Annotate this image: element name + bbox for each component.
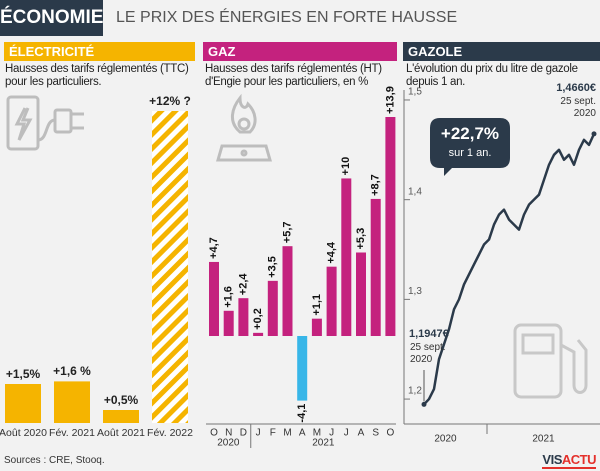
value-label: +13,9: [384, 86, 396, 114]
year-label: 2020: [217, 438, 240, 449]
value-label: +4,7: [208, 237, 220, 259]
callout-note: sur 1 an.: [448, 147, 492, 159]
x-tick-label: N: [225, 428, 232, 439]
value-label: +8,7: [370, 174, 382, 196]
panel-title: ÉLECTRICITÉ: [4, 42, 195, 61]
y-tick-label: 1,4: [408, 186, 422, 197]
x-tick-label: M: [283, 428, 291, 439]
year-label: 2021: [312, 438, 335, 449]
logo-part: ACTU: [561, 452, 597, 467]
logo-part: VIS: [542, 452, 562, 467]
bar: [282, 246, 293, 336]
value-label: +1,1: [311, 294, 323, 316]
value-label: +0,2: [252, 308, 264, 330]
x-tick-label: D: [240, 428, 247, 439]
value-label: +5,3: [355, 228, 367, 250]
annotation-date: 25 sept. 2020: [560, 96, 596, 119]
value-label: +12% ?: [149, 94, 191, 108]
flame-icon: [216, 93, 272, 162]
x-tick-label: O: [387, 428, 395, 439]
annotation-dot: [591, 131, 597, 137]
bar: [370, 198, 381, 336]
bar: [267, 280, 278, 336]
annotation-value: 1,4660€: [556, 82, 596, 94]
panel-subtitle: Hausses des tarifs réglementés (TTC) pou…: [5, 63, 189, 88]
x-tick-label: A: [299, 428, 306, 439]
plug-icon: [6, 95, 84, 151]
value-label: +1,6: [223, 286, 235, 308]
x-tick-label: Août 2021: [97, 427, 145, 439]
bar: [223, 310, 234, 336]
panel-title: GAZ: [203, 42, 397, 61]
bar: [356, 252, 366, 336]
x-tick-label: J: [256, 428, 261, 439]
bar: [238, 298, 249, 336]
section-badge: ÉCONOMIE: [0, 0, 103, 36]
bar: [253, 332, 264, 336]
value-label: +1,5%: [5, 367, 41, 381]
panel-subtitle: Hausses des tarifs réglementés (HT) d'En…: [205, 63, 382, 88]
x-tick-label: F: [270, 428, 276, 439]
x-tick-label: M: [313, 428, 321, 439]
callout-bubble: [430, 118, 510, 176]
sources: Sources : CRE, Stooq.: [4, 455, 105, 466]
annotation-value: 1,1947€: [409, 328, 449, 340]
value-label: -4,1: [296, 404, 308, 423]
y-tick-label: 1,5: [408, 87, 422, 98]
callout-text: +22,7%: [440, 124, 500, 143]
value-label: +0,5%: [103, 393, 139, 407]
logo: VISACTU: [542, 452, 597, 469]
price-line: [423, 133, 596, 406]
bar: [152, 111, 188, 423]
value-label: +1,6 %: [53, 364, 91, 379]
value-label: +10: [340, 157, 352, 176]
x-tick-label: A: [358, 428, 365, 439]
x-tick-label: S: [372, 428, 379, 439]
panel-subtitle: L'évolution du prix du litre de gazole d…: [406, 63, 578, 88]
bar: [385, 117, 396, 336]
page-title: LE PRIX DES ÉNERGIES EN FORTE HAUSSE: [116, 9, 458, 26]
x-tick-label: J: [329, 428, 334, 439]
value-label: +4,4: [326, 241, 338, 264]
bar: [297, 336, 308, 401]
y-tick-label: 1,3: [408, 286, 422, 297]
value-label: +5,7: [281, 221, 293, 243]
annotation-dot: [421, 401, 427, 407]
year-label: 2020: [434, 434, 457, 445]
bar: [326, 266, 337, 336]
panel-title: GAZOLE: [403, 42, 600, 61]
x-tick-label: O: [210, 428, 218, 439]
year-label: 2021: [532, 434, 555, 445]
x-tick-label: Fév. 2021: [49, 427, 95, 439]
bar: [209, 261, 219, 336]
pump-icon: [513, 323, 588, 399]
y-tick-label: 1,2: [408, 386, 422, 397]
bar: [103, 410, 139, 423]
value-label: +2,4: [237, 273, 249, 296]
x-tick-label: Août 2020: [0, 427, 47, 439]
bar: [54, 381, 90, 423]
x-tick-label: J: [344, 428, 349, 439]
bar: [5, 384, 41, 423]
annotation-date: 25 sept. 2020: [410, 342, 446, 365]
x-tick-label: Fév. 2022: [147, 427, 193, 439]
bar: [311, 318, 322, 336]
value-label: +3,5: [267, 256, 279, 278]
bar: [341, 178, 352, 336]
